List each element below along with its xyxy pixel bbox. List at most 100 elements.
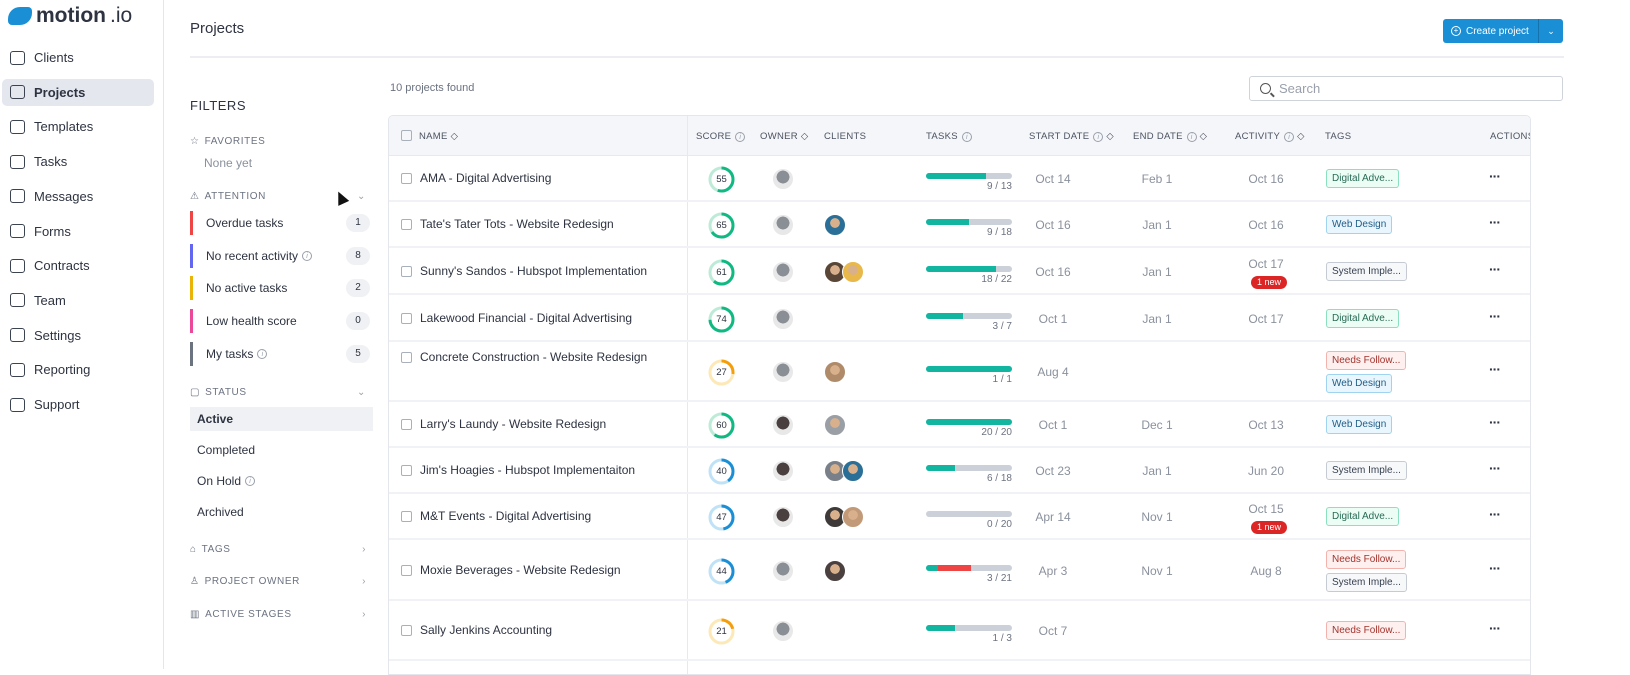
project-name[interactable]: M&T Events - Digital Advertising — [420, 509, 592, 523]
sidebar-item-tasks[interactable]: Tasks — [2, 148, 154, 175]
more-actions-icon[interactable]: ··· — [1489, 414, 1501, 430]
tag-badge[interactable]: System Imple... — [1326, 261, 1407, 281]
project-name[interactable]: Larry's Laundy - Website Redesign — [420, 417, 607, 431]
project-name[interactable]: AMA - Digital Advertising — [420, 171, 552, 185]
owner-avatar[interactable] — [772, 361, 794, 383]
attention-filter[interactable]: No active tasks 2 — [190, 276, 370, 301]
create-project-button[interactable]: + Create project ⌄ — [1443, 19, 1563, 43]
project-name[interactable]: Jim's Hoagies - Hubspot Implementaiton — [420, 463, 636, 477]
tag-badge[interactable]: Needs Follow... — [1326, 549, 1407, 569]
col-name[interactable]: NAME ◇ — [419, 131, 459, 142]
status-filter-active[interactable]: Active — [190, 407, 373, 431]
table-row[interactable]: Jim's Hoagies - Hubspot Implementaiton 40… — [389, 448, 1530, 494]
tag-badge[interactable]: Digital Adve... — [1326, 507, 1400, 526]
more-actions-icon[interactable]: ··· — [1489, 168, 1501, 184]
tag-badge[interactable]: Needs Follow... — [1326, 351, 1407, 370]
row-checkbox[interactable] — [401, 352, 412, 363]
attention-section[interactable]: ⚠ ATTENTION ⌄ — [190, 191, 366, 202]
more-actions-icon[interactable]: ··· — [1489, 506, 1501, 522]
project-owner-filter[interactable]: ♙ PROJECT OWNER › — [190, 576, 366, 587]
client-avatar[interactable] — [842, 506, 864, 528]
owner-avatar[interactable] — [772, 168, 794, 190]
select-all-checkbox[interactable] — [401, 130, 412, 141]
owner-avatar[interactable] — [772, 214, 794, 236]
col-start-date[interactable]: START DATE i ◇ — [1029, 131, 1114, 142]
row-checkbox[interactable] — [401, 465, 412, 476]
row-checkbox[interactable] — [401, 511, 412, 522]
status-filter-on-hold[interactable]: On Hold i — [190, 469, 373, 493]
tags-filter[interactable]: ⌂ TAGS › — [190, 544, 366, 555]
attention-filter[interactable]: Overdue tasks 1 — [190, 211, 370, 235]
table-row[interactable]: Tate's Tater Tots - Website Redesign 65 9 … — [389, 202, 1530, 248]
tag-badge[interactable]: Digital Adve... — [1326, 308, 1400, 328]
owner-avatar[interactable] — [772, 414, 794, 436]
tag-badge[interactable]: Digital Adve... — [1326, 169, 1400, 188]
tag-badge[interactable]: System Imple... — [1326, 572, 1407, 592]
row-checkbox[interactable] — [401, 564, 412, 576]
status-filter-archived[interactable]: Archived — [197, 505, 244, 519]
chevron-down-icon[interactable]: ⌄ — [1547, 25, 1555, 36]
status-section[interactable]: ▢ STATUS ⌄ — [190, 387, 366, 398]
attention-filter[interactable]: My tasks i 5 — [190, 341, 370, 366]
client-avatar[interactable] — [824, 559, 846, 582]
row-checkbox[interactable] — [401, 265, 412, 277]
project-name[interactable]: Concrete Construction - Website Redesign — [420, 350, 648, 364]
table-row[interactable]: AMA - Digital Advertising 55 9 / 13 Oct 14 F… — [389, 156, 1530, 202]
tag-badge[interactable]: Needs Follow... — [1326, 621, 1407, 640]
row-checkbox[interactable] — [401, 219, 412, 230]
project-name[interactable]: Sunny's Sandos - Hubspot Implementation — [420, 263, 648, 278]
owner-avatar[interactable] — [772, 559, 794, 582]
table-row[interactable]: Larry's Laundy - Website Redesign 60 20 / … — [389, 402, 1530, 448]
table-row[interactable]: Concrete Construction - Website Redesign… — [389, 342, 1530, 402]
more-actions-icon[interactable]: ··· — [1489, 260, 1501, 277]
table-row[interactable]: Sunny's Sandos - Hubspot Implementation 6… — [389, 248, 1530, 295]
attention-filter[interactable]: No recent activity i 8 — [190, 243, 370, 268]
client-avatar[interactable] — [842, 460, 864, 482]
table-row[interactable]: Lakewood Financial - Digital Advertising… — [389, 295, 1530, 342]
sidebar-item-clients[interactable]: Clients — [2, 44, 154, 71]
col-owner[interactable]: OWNER ◇ — [760, 131, 809, 142]
status-filter-completed[interactable]: Completed — [197, 443, 256, 457]
client-avatar[interactable] — [824, 214, 846, 236]
attention-filter[interactable]: Low health score 0 — [190, 309, 370, 334]
tag-badge[interactable]: Web Design — [1326, 415, 1393, 434]
sidebar-item-templates[interactable]: Templates — [2, 113, 154, 140]
client-avatar[interactable] — [842, 260, 864, 283]
owner-avatar[interactable] — [772, 506, 794, 528]
more-actions-icon[interactable]: ··· — [1489, 214, 1501, 230]
active-stages-filter[interactable]: ▥ ACTIVE STAGES › — [190, 609, 366, 620]
tag-badge[interactable]: Web Design — [1326, 374, 1393, 393]
sidebar-item-messages[interactable]: Messages — [2, 183, 154, 210]
more-actions-icon[interactable]: ··· — [1489, 620, 1501, 636]
col-end-date[interactable]: END DATE i ◇ — [1133, 131, 1208, 142]
row-checkbox[interactable] — [401, 419, 412, 430]
client-avatar[interactable] — [824, 414, 846, 436]
owner-avatar[interactable] — [772, 460, 794, 482]
more-actions-icon[interactable]: ··· — [1489, 460, 1501, 476]
owner-avatar[interactable] — [772, 620, 794, 642]
sidebar-item-contracts[interactable]: Contracts — [2, 252, 154, 279]
owner-avatar[interactable] — [772, 307, 794, 330]
more-actions-icon[interactable]: ··· — [1489, 307, 1501, 324]
project-name[interactable]: Tate's Tater Tots - Website Redesign — [420, 217, 614, 231]
tag-badge[interactable]: System Imple... — [1326, 461, 1407, 480]
sidebar-item-projects[interactable]: Projects — [2, 78, 154, 106]
sidebar-item-support[interactable]: Support — [2, 391, 154, 418]
sidebar-item-forms[interactable]: Forms — [2, 218, 154, 245]
sidebar-item-team[interactable]: Team — [2, 287, 154, 314]
row-checkbox[interactable] — [401, 625, 412, 636]
client-avatar[interactable] — [824, 361, 846, 383]
sidebar-item-settings[interactable]: Settings — [2, 322, 154, 349]
more-actions-icon[interactable]: ··· — [1489, 361, 1501, 377]
project-name[interactable]: Moxie Beverages - Website Redesign — [420, 562, 621, 577]
sidebar-item-reporting[interactable]: Reporting — [2, 356, 154, 383]
search-input[interactable]: Search — [1249, 76, 1563, 101]
table-row[interactable]: M&T Events - Digital Advertising 47 0 / 20… — [389, 494, 1530, 540]
project-name[interactable]: Lakewood Financial - Digital Advertising — [420, 310, 633, 325]
row-checkbox[interactable] — [401, 173, 412, 184]
owner-avatar[interactable] — [772, 260, 794, 283]
more-actions-icon[interactable]: ··· — [1489, 559, 1501, 576]
col-activity[interactable]: ACTIVITY i ◇ — [1235, 131, 1305, 142]
project-name[interactable]: Sally Jenkins Accounting — [420, 623, 553, 637]
table-row[interactable]: Sally Jenkins Accounting 21 1 / 3 Oct 7 Need… — [389, 601, 1530, 661]
